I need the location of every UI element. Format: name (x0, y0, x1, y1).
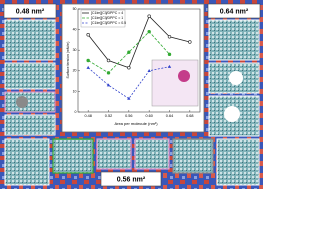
thumbnail (52, 138, 94, 174)
panel-label: 0.64 nm² (220, 8, 249, 15)
marker (167, 35, 172, 39)
x-axis-label: Area per molecule (nm²) (114, 121, 158, 126)
series-line (87, 15, 190, 69)
thumbnail (172, 138, 214, 174)
inset-droplet (178, 70, 190, 82)
thumbnail (4, 114, 56, 136)
marker (106, 83, 111, 87)
y-tick-label: 50 (73, 7, 77, 11)
x-tick-label: 0.56 (125, 114, 132, 118)
marker (106, 71, 111, 75)
marker (86, 58, 90, 63)
thumbnail (4, 19, 56, 61)
y-tick-label: 20 (73, 69, 77, 73)
y-tick-label: 30 (73, 48, 77, 52)
marker (127, 66, 131, 70)
x-tick-label: 0.48 (84, 114, 91, 118)
thumbnail (216, 138, 260, 186)
y-tick-label: 0 (75, 110, 77, 114)
y-tick-label: 10 (73, 89, 77, 93)
label-box (3, 3, 57, 19)
marker (167, 52, 172, 57)
marker (147, 69, 151, 72)
marker (167, 64, 172, 68)
thumbnail (208, 19, 260, 61)
pore (224, 106, 240, 122)
thumbnail (208, 62, 260, 94)
panel-label: 0.48 nm² (16, 8, 45, 15)
legend-label: [C1Im][Cl]/DPPC = 4 (91, 11, 123, 15)
thumbnail (96, 138, 132, 170)
x-tick-label: 0.52 (105, 114, 112, 118)
plot-area (77, 8, 201, 113)
label-box (100, 171, 162, 187)
x-tick-label: 0.64 (166, 114, 173, 118)
x-tick-label: 0.68 (186, 114, 193, 118)
x-tick-label: 0.60 (145, 114, 152, 118)
y-tick-label: 40 (73, 28, 77, 32)
label-box (207, 3, 261, 19)
thumbnail (4, 91, 56, 113)
thumbnail (134, 138, 170, 170)
legend-label: [C1Im][Cl]/DPPC = 0.5 (91, 21, 126, 25)
legend-label: [C1Im][Cl]/DPPC = 1 (91, 16, 123, 20)
inset (151, 59, 199, 107)
marker (188, 40, 192, 44)
graphic: 0.48 nm² 0.64 nm² 0.56 nm² Surface tensi… (0, 0, 263, 189)
marker (147, 14, 151, 18)
series-line (87, 31, 170, 74)
series-line (87, 66, 170, 100)
legend-box (80, 9, 126, 28)
plot: 0 10 20 30 40 50 0.48 0.52 0.56 0.60 0.64 0.68 [C1Im… (73, 7, 201, 118)
pore (229, 71, 243, 85)
thumbnail (4, 138, 50, 186)
y-axis-label: Surface tension (mN/m) (66, 42, 70, 79)
marker (147, 29, 151, 34)
marker (127, 96, 131, 100)
marker (106, 58, 111, 63)
droplet (16, 96, 28, 108)
marker (127, 50, 131, 54)
thumbnail (4, 62, 56, 90)
marker (86, 33, 90, 37)
marker (86, 65, 90, 69)
panel-label: 0.56 nm² (117, 176, 146, 183)
